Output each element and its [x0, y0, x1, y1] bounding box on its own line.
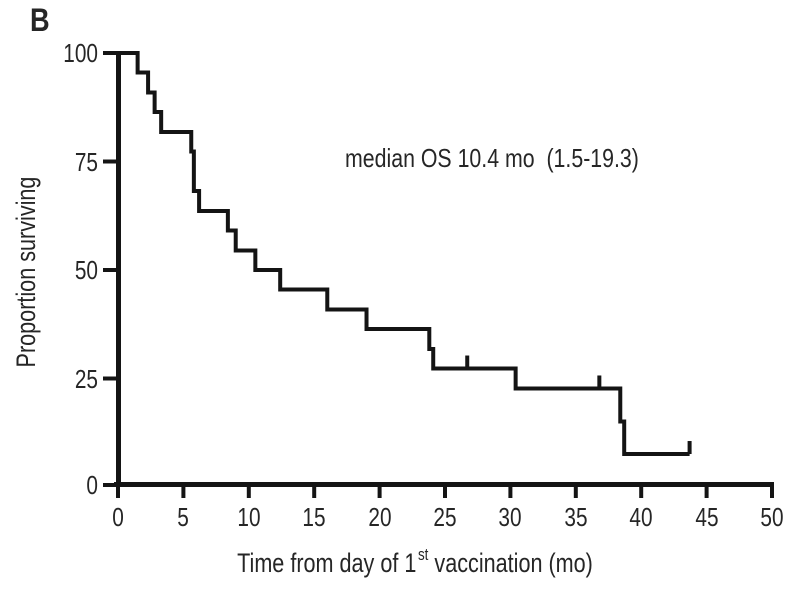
x-tick-label: 30	[498, 502, 522, 532]
x-tick-label: 40	[629, 502, 653, 532]
y-tick-label: 25	[74, 363, 98, 394]
x-axis-title-prefix: Time from day of 1	[237, 548, 417, 578]
y-tick-label: 0	[86, 470, 98, 500]
x-axis-title-superscript: st	[417, 545, 429, 564]
y-tick-label: 75	[74, 146, 98, 177]
x-tick-label: 15	[302, 502, 326, 532]
x-tick-label: 5	[177, 502, 190, 532]
curve-path	[118, 51, 690, 457]
x-tick-label: 20	[368, 502, 392, 532]
y-tick-label: 100	[63, 38, 98, 68]
x-tick-label: 35	[564, 502, 588, 532]
median-os-annotation: median OS 10.4 mo (1.5-19.3)	[345, 143, 639, 173]
x-tick-label: 25	[433, 502, 457, 532]
x-tick-label: 0	[112, 502, 124, 532]
axes	[103, 51, 774, 498]
y-tick-label: 50	[74, 255, 98, 285]
survival-curve	[118, 51, 692, 457]
x-tick-label: 50	[760, 502, 784, 532]
x-axis-title-suffix: vaccination (mo)	[428, 548, 593, 578]
x-tick-label: 10	[237, 502, 261, 532]
x-tick-label: 45	[695, 502, 719, 532]
x-axis-title: Time from day of 1st vaccination (mo)	[237, 545, 593, 579]
panel-label: B	[30, 2, 50, 38]
